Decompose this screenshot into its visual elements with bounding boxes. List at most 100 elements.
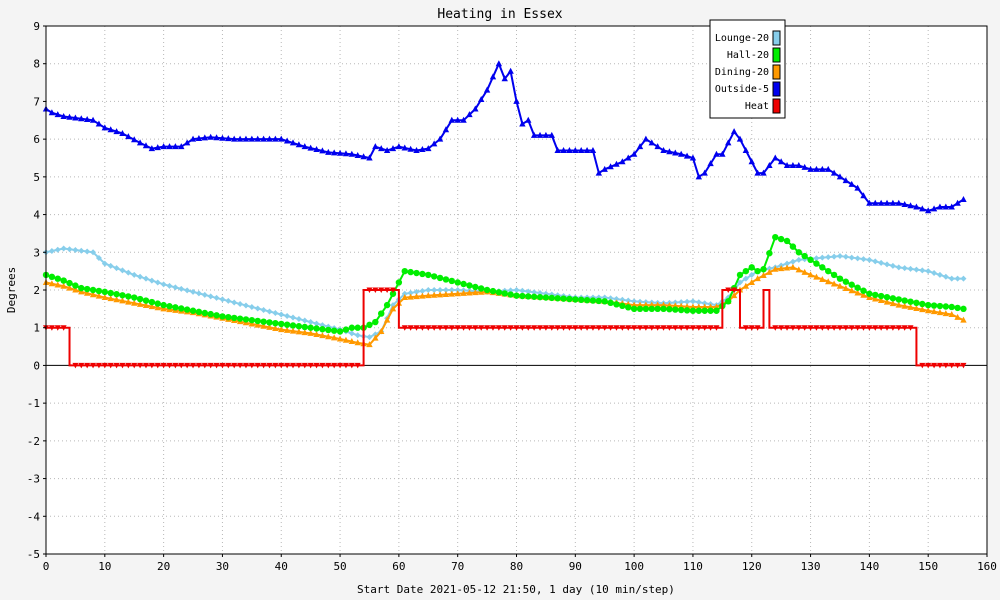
hall-20-point	[478, 285, 485, 292]
hall-20-point	[560, 295, 567, 302]
heat-point	[801, 325, 808, 331]
outside-5-point	[119, 129, 126, 136]
dining-20-point	[478, 288, 485, 295]
heat-point	[666, 325, 673, 331]
heat-point	[190, 362, 197, 369]
hall-20-point	[648, 305, 655, 313]
outside-5-point	[689, 154, 697, 161]
dining-20-point	[378, 327, 385, 334]
heat-point	[925, 362, 932, 369]
hall-20-point	[548, 294, 555, 302]
dining-20-point	[442, 291, 450, 298]
outside-5-point	[89, 116, 97, 123]
hall-20-point	[854, 284, 861, 291]
outside-5-point	[189, 135, 197, 142]
hall-20-point	[742, 267, 750, 275]
dining-20-point	[807, 271, 814, 278]
hall-20-point	[683, 307, 691, 314]
hall-20-point	[148, 298, 156, 306]
hall-20-point	[960, 305, 967, 313]
dining-20-point	[472, 289, 479, 296]
dining-20-point	[642, 301, 650, 308]
outside-5-point	[307, 144, 314, 151]
dining-20-point	[742, 282, 750, 289]
dining-20-point	[107, 295, 114, 302]
heat-point	[742, 325, 749, 331]
outside-5-point	[466, 111, 473, 118]
heat-point	[695, 325, 702, 331]
y-axis-label: Degrees	[5, 267, 18, 313]
lounge-20-point	[425, 287, 432, 293]
y-tick-label: 9	[33, 20, 40, 33]
heat-point	[613, 325, 620, 331]
heat-point	[72, 362, 79, 369]
outside-5-point	[107, 126, 114, 133]
hall-20-point	[642, 305, 650, 313]
dining-20-point	[148, 303, 156, 310]
hall-20-point	[866, 290, 873, 297]
lounge-20-point	[442, 287, 449, 293]
x-tick-label: 10	[98, 560, 111, 573]
dining-20-point	[113, 296, 120, 303]
heat-point	[172, 362, 179, 369]
legend-swatch-lounge-20	[772, 30, 781, 46]
outside-5-point	[701, 169, 708, 176]
dining-20-point	[695, 303, 703, 310]
hall-20-point	[483, 286, 491, 294]
outside-5-point	[231, 135, 238, 142]
hall-20-point	[166, 303, 173, 310]
dining-20-point	[330, 334, 338, 341]
outside-5-point	[795, 162, 802, 169]
heat-point	[407, 325, 414, 331]
hall-20-point	[507, 291, 514, 298]
outside-5-point	[242, 135, 250, 142]
x-tick-label: 160	[977, 560, 997, 573]
y-tick-label: 3	[33, 246, 40, 259]
outside-5-point	[195, 135, 203, 142]
series-hall-20	[42, 234, 967, 335]
heat-point	[154, 362, 161, 369]
dining-20-point	[636, 301, 644, 308]
hall-20-point	[695, 307, 703, 314]
heat-point	[213, 362, 220, 369]
dining-20-point	[54, 281, 61, 288]
hall-20-point	[195, 308, 203, 316]
heat-point	[378, 287, 385, 293]
lounge-20-point	[166, 282, 173, 289]
heat-point	[131, 362, 138, 369]
outside-5-point	[572, 146, 579, 153]
heat-point	[384, 287, 391, 293]
outside-5-point	[360, 153, 367, 160]
heat-point	[354, 362, 361, 369]
heat-point	[148, 362, 155, 369]
heat-point	[342, 362, 349, 369]
outside-5-point	[454, 116, 461, 123]
heat-point	[90, 362, 97, 369]
lounge-20-point	[448, 287, 455, 293]
outside-5-point	[683, 152, 691, 159]
heat-point	[84, 362, 91, 369]
outside-5-point	[948, 203, 955, 210]
hall-20-point	[930, 302, 938, 309]
heat-point	[548, 325, 555, 331]
x-tick-label: 20	[157, 560, 170, 573]
y-tick-label: -3	[27, 473, 40, 486]
hall-20-point	[348, 324, 356, 331]
heat-point	[201, 362, 208, 369]
heat-point	[425, 325, 432, 331]
hall-20-point	[625, 304, 632, 311]
x-tick-label: 50	[333, 560, 346, 573]
heat-point	[225, 362, 232, 369]
lounge-20-point	[48, 248, 55, 255]
hall-20-point	[72, 282, 79, 289]
heat-point	[589, 325, 596, 331]
outside-5-point	[248, 135, 256, 142]
lounge-20-point	[242, 302, 249, 309]
outside-5-point	[325, 148, 332, 155]
x-tick-label: 90	[569, 560, 582, 573]
hall-20-point	[448, 277, 456, 285]
dining-20-point	[154, 304, 161, 311]
outside-5-point	[807, 165, 814, 172]
outside-5-point	[448, 116, 456, 123]
